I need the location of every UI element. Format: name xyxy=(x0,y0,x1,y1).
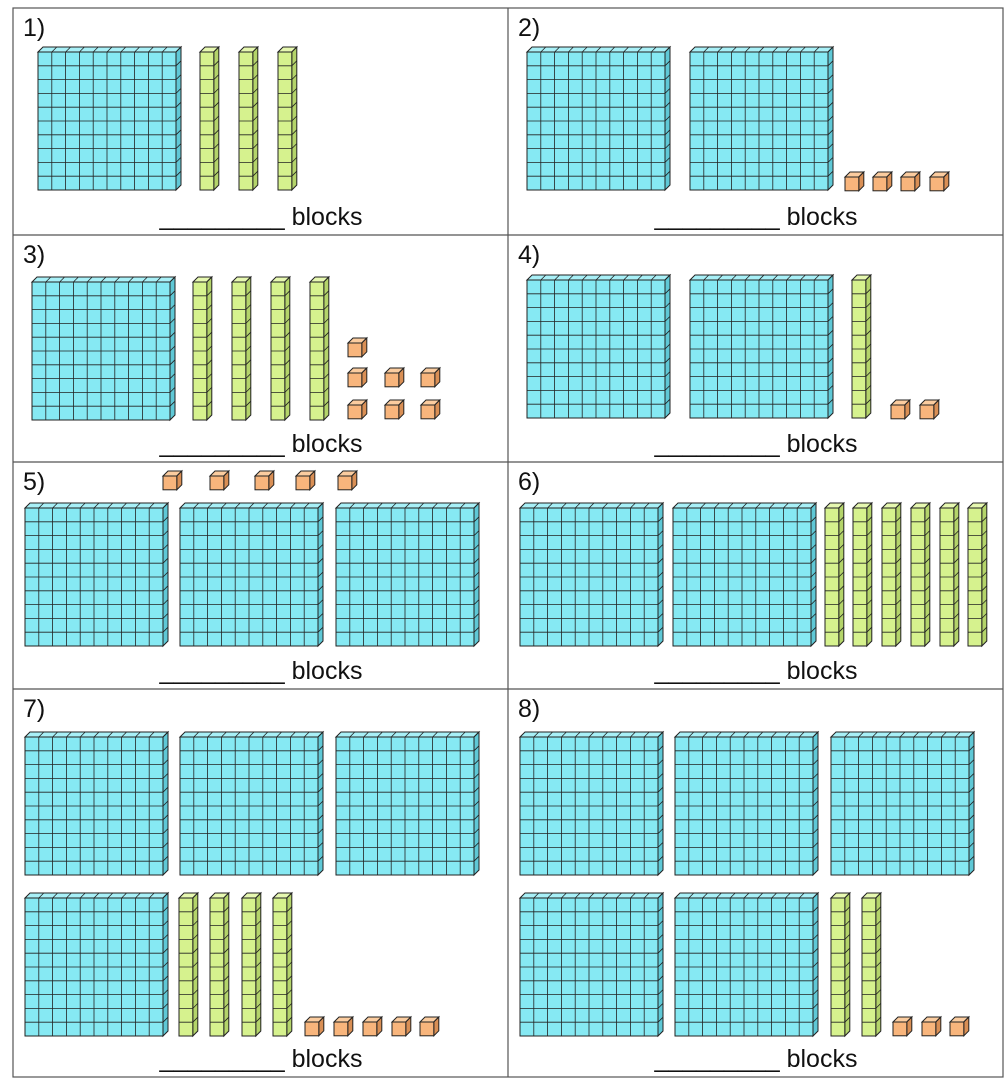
problem-label: 5) xyxy=(23,468,45,496)
ten-rod xyxy=(193,277,212,420)
problem-label: 2) xyxy=(518,14,540,42)
answer-prompt: _________ blocks xyxy=(159,203,363,231)
ten-rod xyxy=(232,277,251,420)
unit-cube xyxy=(385,400,404,419)
unit-cube xyxy=(348,338,367,357)
unit-cube xyxy=(385,368,404,387)
unit-cube xyxy=(873,172,892,191)
unit-cube xyxy=(334,1017,353,1036)
unit-cube xyxy=(363,1017,382,1036)
hundred-flat xyxy=(673,503,816,646)
ten-rod xyxy=(239,47,258,190)
unit-cube xyxy=(420,1017,439,1036)
problem-label: 8) xyxy=(518,695,540,723)
hundred-flat xyxy=(527,275,670,418)
hundred-flat xyxy=(336,503,479,646)
answer-prompt: _________ blocks xyxy=(654,1045,858,1073)
ten-rod xyxy=(825,503,844,646)
hundred-flat xyxy=(690,275,833,418)
problem-label: 7) xyxy=(23,695,45,723)
answer-prompt: _________ blocks xyxy=(654,430,858,458)
hundred-flat xyxy=(520,503,663,646)
ten-rod xyxy=(831,893,850,1036)
hundred-flat xyxy=(520,732,663,875)
ten-rod xyxy=(862,893,881,1036)
hundred-flat xyxy=(25,503,168,646)
answer-prompt: _________ blocks xyxy=(159,657,363,685)
unit-cube xyxy=(922,1017,941,1036)
problem-label: 1) xyxy=(23,14,45,42)
hundred-flat xyxy=(675,893,818,1036)
unit-cube xyxy=(845,172,864,191)
unit-cube xyxy=(893,1017,912,1036)
ten-rod xyxy=(210,893,229,1036)
unit-cube xyxy=(421,368,440,387)
ten-rod xyxy=(200,47,219,190)
unit-cube xyxy=(305,1017,324,1036)
unit-cube xyxy=(348,400,367,419)
hundred-flat xyxy=(25,893,168,1036)
ten-rod xyxy=(852,275,871,418)
ten-rod xyxy=(310,277,329,420)
unit-cube xyxy=(348,368,367,387)
unit-cube xyxy=(163,471,182,490)
hundred-flat xyxy=(527,47,670,190)
ten-rod xyxy=(911,503,930,646)
hundred-flat xyxy=(690,47,833,190)
hundred-flat xyxy=(831,732,974,875)
unit-cube xyxy=(920,400,939,419)
unit-cube xyxy=(421,400,440,419)
worksheet: 1) _________ blocks 2) _________ blocks 3) __… xyxy=(0,0,1007,1078)
ten-rod xyxy=(271,277,290,420)
answer-prompt: _________ blocks xyxy=(654,657,858,685)
ten-rod xyxy=(882,503,901,646)
unit-cube xyxy=(296,471,315,490)
answer-prompt: _________ blocks xyxy=(159,430,363,458)
hundred-flat xyxy=(25,732,168,875)
hundred-flat xyxy=(336,732,479,875)
unit-cube xyxy=(901,172,920,191)
hundred-flat xyxy=(180,503,323,646)
hundred-flat xyxy=(180,732,323,875)
ten-rod xyxy=(179,893,198,1036)
hundred-flat xyxy=(675,732,818,875)
ten-rod xyxy=(940,503,959,646)
answer-prompt: _________ blocks xyxy=(159,1045,363,1073)
unit-cube xyxy=(392,1017,411,1036)
ten-rod xyxy=(273,893,292,1036)
problem-label: 3) xyxy=(23,241,45,269)
hundred-flat xyxy=(38,47,181,190)
problem-label: 4) xyxy=(518,241,540,269)
ten-rod xyxy=(853,503,872,646)
answer-prompt: _________ blocks xyxy=(654,203,858,231)
hundred-flat xyxy=(520,893,663,1036)
unit-cube xyxy=(930,172,949,191)
ten-rod xyxy=(278,47,297,190)
unit-cube xyxy=(950,1017,969,1036)
unit-cube xyxy=(891,400,910,419)
ten-rod xyxy=(968,503,987,646)
ten-rod xyxy=(242,893,261,1036)
unit-cube xyxy=(338,471,357,490)
unit-cube xyxy=(210,471,229,490)
problem-label: 6) xyxy=(518,468,540,496)
hundred-flat xyxy=(32,277,175,420)
unit-cube xyxy=(255,471,274,490)
